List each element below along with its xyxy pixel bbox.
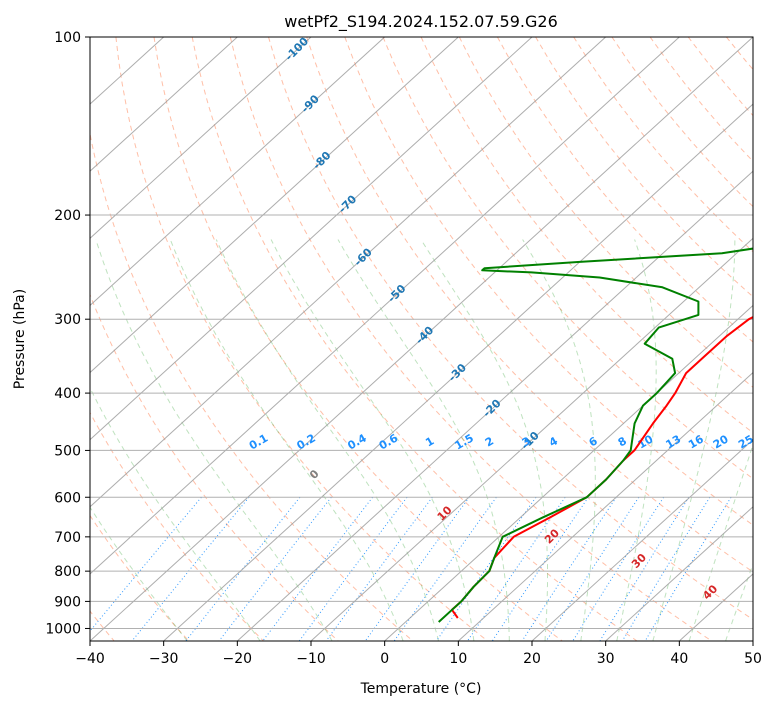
y-tick-label: 700 xyxy=(54,530,81,546)
x-tick-label: 50 xyxy=(744,651,762,667)
x-tick-label: −30 xyxy=(149,651,179,667)
x-tick-label: −20 xyxy=(223,651,253,667)
x-tick-label: −10 xyxy=(296,651,326,667)
y-tick-label: 900 xyxy=(54,594,81,610)
x-tick-label: −40 xyxy=(75,651,105,667)
y-axis-label: Pressure (hPa) xyxy=(12,289,28,389)
y-tick-label: 600 xyxy=(54,490,81,506)
mixing-ratio-label: 30 xyxy=(757,432,775,451)
x-axis-label: Temperature (°C) xyxy=(360,681,482,697)
x-tick-label: 10 xyxy=(449,651,467,667)
x-tick-label: 20 xyxy=(523,651,541,667)
y-tick-label: 100 xyxy=(54,30,81,46)
isotherm-line xyxy=(753,37,775,641)
y-tick-label: 400 xyxy=(54,386,81,402)
y-tick-label: 800 xyxy=(54,564,81,580)
x-tick-label: 40 xyxy=(670,651,688,667)
x-tick-label: 0 xyxy=(380,651,389,667)
y-tick-label: 1000 xyxy=(45,621,81,637)
y-tick-label: 300 xyxy=(54,312,81,328)
dry-adiabat-line xyxy=(765,37,775,641)
y-tick-label: 200 xyxy=(54,208,81,224)
chart-title: wetPf2_S194.2024.152.07.59.G26 xyxy=(284,12,558,32)
y-axis-ticks: 100 200 300 400 500 600 700 800 900 1000 xyxy=(45,30,90,637)
x-axis-ticks: −40 −30 −20 −10 0 10 20 30 40 50 xyxy=(75,641,762,667)
x-tick-label: 30 xyxy=(597,651,615,667)
y-tick-label: 500 xyxy=(54,443,81,459)
